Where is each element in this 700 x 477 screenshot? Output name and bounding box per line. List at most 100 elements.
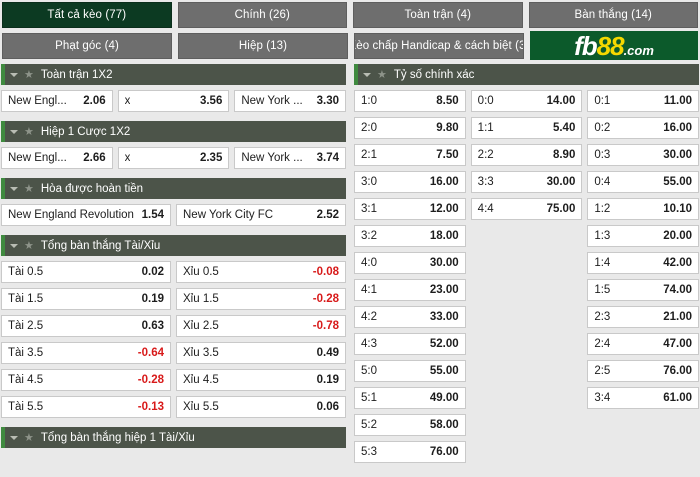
score-cell[interactable]: 3:1 12.00 — [354, 198, 466, 220]
odds-label: Tài 0.5 — [8, 266, 44, 278]
market-tab-bar: Tất cả kèo (77) Chính (26) Toàn trận (4) Bà… — [0, 0, 700, 60]
score-cell[interactable]: 4:1 23.00 — [354, 279, 466, 301]
score-label: 0:1 — [594, 95, 611, 107]
odds-row: Tài 1.5 0.19 Xỉu 1.5 -0.28 — [1, 288, 346, 310]
odds-value: 2.06 — [83, 95, 106, 107]
odds-label: Xỉu 5.5 — [183, 401, 219, 413]
odds-cell[interactable]: Tài 1.5 0.19 — [1, 288, 171, 310]
odds-label: x — [124, 152, 131, 164]
section-header-4[interactable]: ★ Tổng bàn thắng hiệp 1 Tài/Xỉu — [1, 427, 346, 448]
odds-cell[interactable]: x 3.56 — [117, 90, 230, 112]
score-cell[interactable]: 2:1 7.50 — [354, 144, 466, 166]
score-cell[interactable]: 0:0 14.00 — [470, 90, 583, 112]
odds-cell[interactable]: Xỉu 0.5 -0.08 — [176, 261, 346, 283]
score-cell[interactable]: 2:3 21.00 — [587, 306, 700, 328]
score-odds: 14.00 — [546, 95, 576, 107]
tab-goals[interactable]: Bàn thắng (14) — [528, 2, 698, 28]
score-cell[interactable]: 4:2 33.00 — [354, 306, 466, 328]
tab-corners[interactable]: Phạt góc (4) — [2, 33, 172, 59]
tab-handicap[interactable]: Kèo chấp Handicap & cách biệt (3) — [354, 33, 524, 59]
odds-cell[interactable]: Xỉu 1.5 -0.28 — [176, 288, 346, 310]
star-icon[interactable]: ★ — [377, 69, 387, 81]
chevron-down-icon[interactable] — [363, 72, 371, 77]
odds-cell[interactable]: Tài 0.5 0.02 — [1, 261, 171, 283]
tab-label: Hiệp (13) — [238, 40, 288, 52]
section-header-0[interactable]: ★ Toàn trận 1X2 — [1, 64, 346, 85]
site-logo[interactable]: fb88.com — [530, 31, 698, 60]
odds-label: Tài 3.5 — [8, 347, 44, 359]
odds-value: 3.74 — [316, 152, 340, 164]
odds-cell[interactable]: Tài 5.5 -0.13 — [1, 396, 171, 418]
score-cell[interactable]: 1:2 10.10 — [587, 198, 700, 220]
odds-cell[interactable]: Xỉu 2.5 -0.78 — [176, 315, 346, 337]
odds-cell[interactable]: Xỉu 4.5 0.19 — [176, 369, 346, 391]
score-cell[interactable]: 0:1 11.00 — [587, 90, 700, 112]
score-odds: 52.00 — [429, 338, 459, 350]
score-cell[interactable]: 1:4 42.00 — [587, 252, 700, 274]
score-odds: 30.00 — [546, 176, 576, 188]
section-header-correct-score[interactable]: ★ Tỷ số chính xác — [354, 64, 699, 85]
tab-all-odds[interactable]: Tất cả kèo (77) — [2, 2, 172, 28]
score-cell[interactable]: 3:4 61.00 — [587, 387, 700, 409]
odds-cell[interactable]: Tài 2.5 0.63 — [1, 315, 171, 337]
market-section: ★ Tổng bàn thắng Tài/Xỉu Tài 0.5 0.02 Xỉu 0.… — [1, 235, 346, 418]
score-cell[interactable]: 3:3 30.00 — [470, 171, 583, 193]
odds-cell[interactable]: New York ... 3.74 — [234, 147, 347, 169]
score-cell[interactable]: 5:3 76.00 — [354, 441, 466, 463]
score-cell[interactable]: 1:0 8.50 — [354, 90, 466, 112]
odds-cell[interactable]: Xỉu 3.5 0.49 — [176, 342, 346, 364]
star-icon[interactable]: ★ — [24, 69, 34, 81]
chevron-down-icon[interactable] — [10, 435, 18, 440]
section-header-1[interactable]: ★ Hiệp 1 Cược 1X2 — [1, 121, 346, 142]
odds-value: 0.49 — [316, 347, 339, 359]
star-icon[interactable]: ★ — [24, 126, 34, 138]
score-cell[interactable]: 4:0 30.00 — [354, 252, 466, 274]
score-cell[interactable]: 2:0 9.80 — [354, 117, 466, 139]
star-icon[interactable]: ★ — [24, 183, 34, 195]
chevron-down-icon[interactable] — [10, 129, 18, 134]
odds-cell[interactable]: New York City FC 2.52 — [176, 204, 346, 226]
odds-cell[interactable]: New England Revolution 1.54 — [1, 204, 171, 226]
section-header-2[interactable]: ★ Hòa được hoàn tiền — [1, 178, 346, 199]
score-cell[interactable]: 1:5 74.00 — [587, 279, 700, 301]
odds-cell[interactable]: New Engl... 2.06 — [1, 90, 113, 112]
score-cell[interactable]: 0:4 55.00 — [587, 171, 700, 193]
score-label: 0:0 — [477, 95, 494, 107]
tab-main[interactable]: Chính (26) — [177, 2, 347, 28]
odds-cell[interactable]: New Engl... 2.66 — [1, 147, 113, 169]
score-cell[interactable]: 4:4 75.00 — [470, 198, 583, 220]
score-odds: 16.00 — [429, 176, 459, 188]
score-cell[interactable]: 2:2 8.90 — [470, 144, 583, 166]
score-cell[interactable]: 0:3 30.00 — [587, 144, 700, 166]
score-cell[interactable]: 1:3 20.00 — [587, 225, 700, 247]
tab-row-primary: Tất cả kèo (77) Chính (26) Toàn trận (4) Bà… — [2, 2, 698, 28]
score-cell[interactable]: 4:3 52.00 — [354, 333, 466, 355]
odds-label: New York City FC — [183, 209, 274, 221]
score-cell[interactable]: 5:2 58.00 — [354, 414, 466, 436]
score-cell[interactable]: 0:2 16.00 — [587, 117, 700, 139]
odds-cell[interactable]: New York ... 3.30 — [234, 90, 347, 112]
markets-columns: ★ Toàn trận 1X2 New Engl... 2.06 x 3.56 New Yo… — [0, 64, 700, 477]
score-cell[interactable]: 2:5 76.00 — [587, 360, 700, 382]
star-icon[interactable]: ★ — [24, 432, 34, 444]
chevron-down-icon[interactable] — [10, 186, 18, 191]
section-header-3[interactable]: ★ Tổng bàn thắng Tài/Xỉu — [1, 235, 346, 256]
star-icon[interactable]: ★ — [24, 240, 34, 252]
odds-cell[interactable]: Tài 4.5 -0.28 — [1, 369, 171, 391]
tab-full-match[interactable]: Toàn trận (4) — [353, 2, 523, 28]
tab-halves[interactable]: Hiệp (13) — [178, 33, 348, 59]
score-label: 1:4 — [594, 257, 611, 269]
chevron-down-icon[interactable] — [10, 243, 18, 248]
odds-cell[interactable]: Xỉu 5.5 0.06 — [176, 396, 346, 418]
odds-cell[interactable]: x 2.35 — [117, 147, 230, 169]
score-cell[interactable]: 1:1 5.40 — [470, 117, 583, 139]
score-cell[interactable]: 3:2 18.00 — [354, 225, 466, 247]
score-odds: 11.00 — [663, 95, 693, 107]
score-cell[interactable]: 5:1 49.00 — [354, 387, 466, 409]
score-cell[interactable]: 3:0 16.00 — [354, 171, 466, 193]
score-cell[interactable]: 5:0 55.00 — [354, 360, 466, 382]
score-label: 5:0 — [361, 365, 377, 377]
score-cell[interactable]: 2:4 47.00 — [587, 333, 700, 355]
odds-cell[interactable]: Tài 3.5 -0.64 — [1, 342, 171, 364]
chevron-down-icon[interactable] — [10, 72, 18, 77]
